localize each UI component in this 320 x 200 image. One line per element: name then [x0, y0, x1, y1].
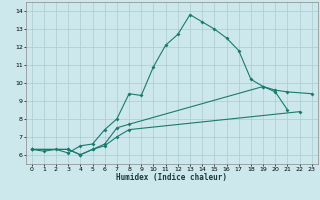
X-axis label: Humidex (Indice chaleur): Humidex (Indice chaleur): [116, 173, 227, 182]
